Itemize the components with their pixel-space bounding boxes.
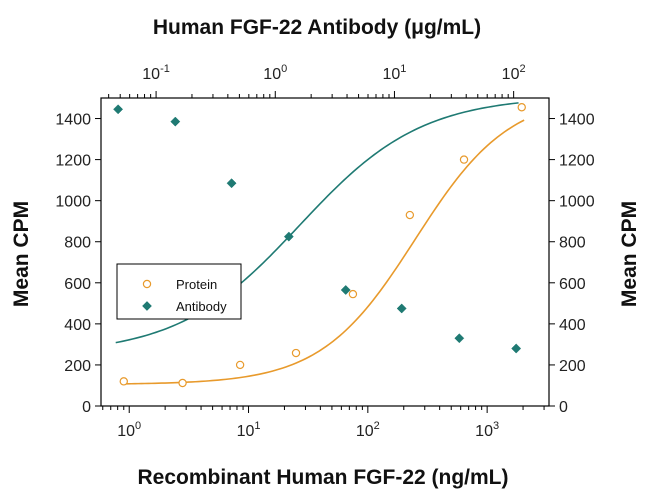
plot-frame	[100, 97, 550, 407]
antibody-fit-curve	[115, 102, 519, 344]
y-tick-label-right: 200	[559, 358, 586, 375]
antibody-point	[396, 303, 407, 314]
x-tick-label-bottom: 102	[356, 420, 380, 440]
y-tick-label-right: 0	[559, 399, 568, 416]
y-tick-label-left: 1200	[55, 153, 91, 170]
y-tick-label-right: 600	[559, 276, 586, 293]
protein-point	[459, 155, 469, 164]
x-tick-label-top: 101	[382, 63, 406, 83]
x-tick-label-bottom: 101	[237, 420, 261, 440]
y-axis-label-right: Mean CPM	[618, 201, 641, 307]
x-tick-label-top: 10-1	[142, 63, 170, 83]
protein-point	[517, 103, 526, 112]
antibody-point	[340, 285, 351, 295]
legend-box	[116, 263, 242, 320]
antibody-point	[113, 104, 124, 115]
y-axis-label-left: Mean CPM	[10, 201, 33, 307]
antibody-point	[511, 343, 522, 354]
protein-point	[119, 377, 128, 386]
y-tick-label-left: 800	[64, 235, 91, 252]
chart-title: Human FGF-22 Antibody (μg/mL)	[153, 16, 481, 39]
axes-layer: 0 0 200 200 400 400 600 600 800 800 1000 1000 1200 12…	[55, 63, 594, 440]
protein-fit-curve	[121, 119, 525, 385]
antibody-legend-marker	[142, 301, 152, 311]
protein-point	[235, 360, 245, 370]
y-tick-label-left: 600	[64, 276, 91, 293]
protein-point	[348, 289, 358, 299]
x-tick-label-top: 100	[263, 63, 287, 83]
antibody-point	[170, 116, 181, 127]
x-tick-label-bottom: 103	[475, 420, 499, 440]
y-tick-label-left: 200	[64, 358, 91, 375]
antibody-legend-label: Antibody	[176, 299, 227, 314]
protein-point	[178, 378, 187, 388]
protein-legend-marker	[142, 279, 152, 289]
x-tick-label-top: 102	[502, 63, 526, 83]
x-axis-label: Recombinant Human FGF-22 (ng/mL)	[137, 466, 508, 489]
y-tick-label-right: 1200	[559, 153, 595, 170]
legend: Protein Antibody	[116, 263, 242, 320]
y-tick-label-left: 0	[82, 399, 91, 416]
x-tick-label-bottom: 100	[117, 420, 141, 440]
fit-curves	[115, 102, 525, 385]
protein-point	[291, 348, 301, 358]
y-tick-label-left: 400	[64, 317, 91, 334]
data-points	[113, 103, 526, 388]
y-tick-label-right: 1000	[559, 194, 595, 211]
antibody-point	[454, 333, 465, 344]
y-tick-label-right: 800	[559, 235, 586, 252]
y-tick-label-left: 1000	[55, 194, 91, 211]
antibody-point	[226, 178, 237, 189]
y-tick-label-right: 400	[559, 317, 586, 334]
protein-point	[405, 210, 415, 220]
y-tick-label-right: 1400	[559, 112, 595, 129]
protein-legend-label: Protein	[176, 277, 217, 292]
y-tick-label-left: 1400	[55, 112, 91, 129]
antibody-point	[283, 231, 294, 242]
